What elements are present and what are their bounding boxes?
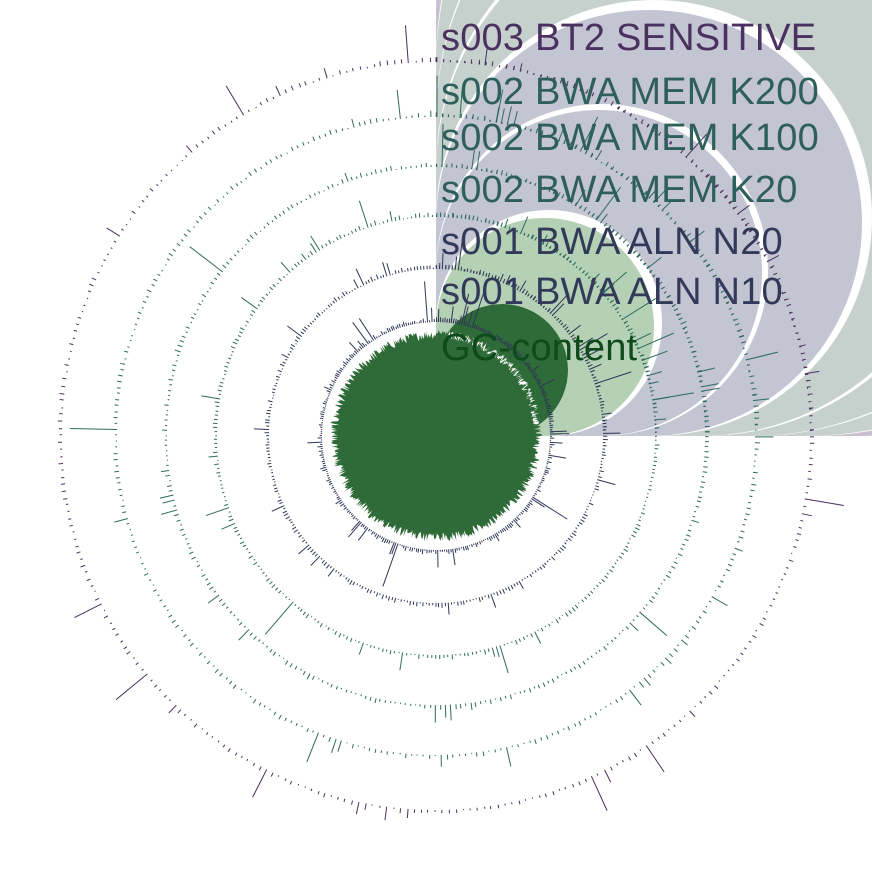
track-bands	[436, 0, 872, 436]
coverage-signal-s002_k200	[69, 75, 778, 767]
coverage-signal-s003_bt2	[57, 25, 844, 821]
coverage-signal-s002_k20	[201, 200, 694, 674]
label-gc-content: GC-content	[441, 327, 638, 369]
coverage-signal-s001_n10	[307, 281, 570, 587]
label-s001-bwa-aln-n10: s001 BWA ALN N10	[441, 271, 783, 313]
coverage-signal-s001_n20	[253, 233, 632, 615]
track-band-s001_n10	[436, 110, 762, 436]
coverage-signal-s002_k100	[159, 123, 720, 723]
label-s003-bt2-sensitive: s003 BT2 SENSITIVE	[441, 17, 816, 59]
track-band-s001_n20	[436, 10, 862, 436]
label-s002-bwa-mem-k20: s002 BWA MEM K20	[441, 169, 798, 211]
label-s002-bwa-mem-k200: s002 BWA MEM K200	[441, 71, 819, 113]
track-band-s002_k20	[436, 0, 872, 436]
track-signals	[57, 25, 844, 821]
track-labels: GC-content s001 BWA ALN N10 s001 BWA ALN…	[441, 17, 819, 369]
track-band-gc	[436, 218, 654, 436]
label-s002-bwa-mem-k100: s002 BWA MEM K100	[441, 117, 819, 159]
label-s001-bwa-aln-n20: s001 BWA ALN N20	[441, 221, 783, 263]
gc-content-signal	[330, 304, 568, 542]
